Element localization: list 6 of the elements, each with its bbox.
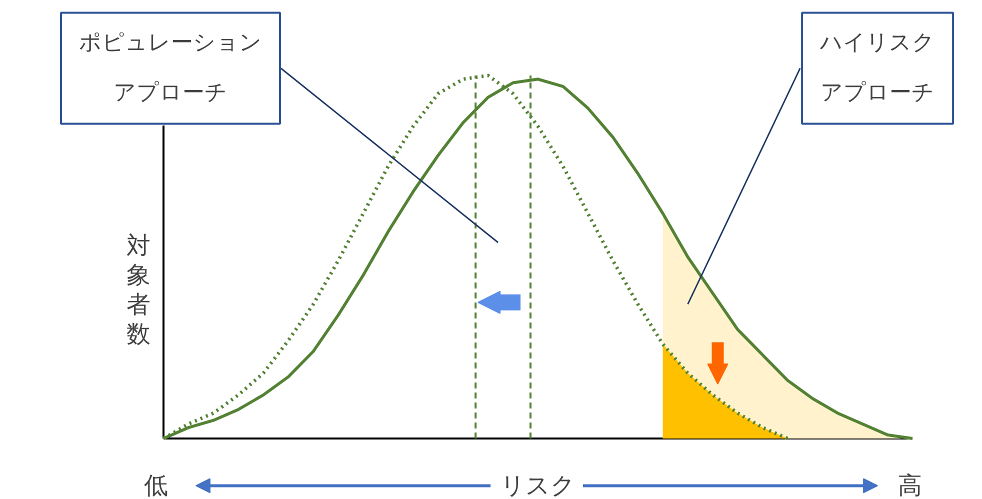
text: 高 — [898, 472, 922, 499]
annotation: ハイリスクアプローチ — [819, 30, 936, 106]
annotation: ポピュレーションアプローチ — [78, 30, 262, 106]
text: 低 — [144, 472, 168, 499]
x-axis-title: リスク — [500, 472, 576, 499]
y-axis-title: 対象者数 — [126, 232, 151, 348]
